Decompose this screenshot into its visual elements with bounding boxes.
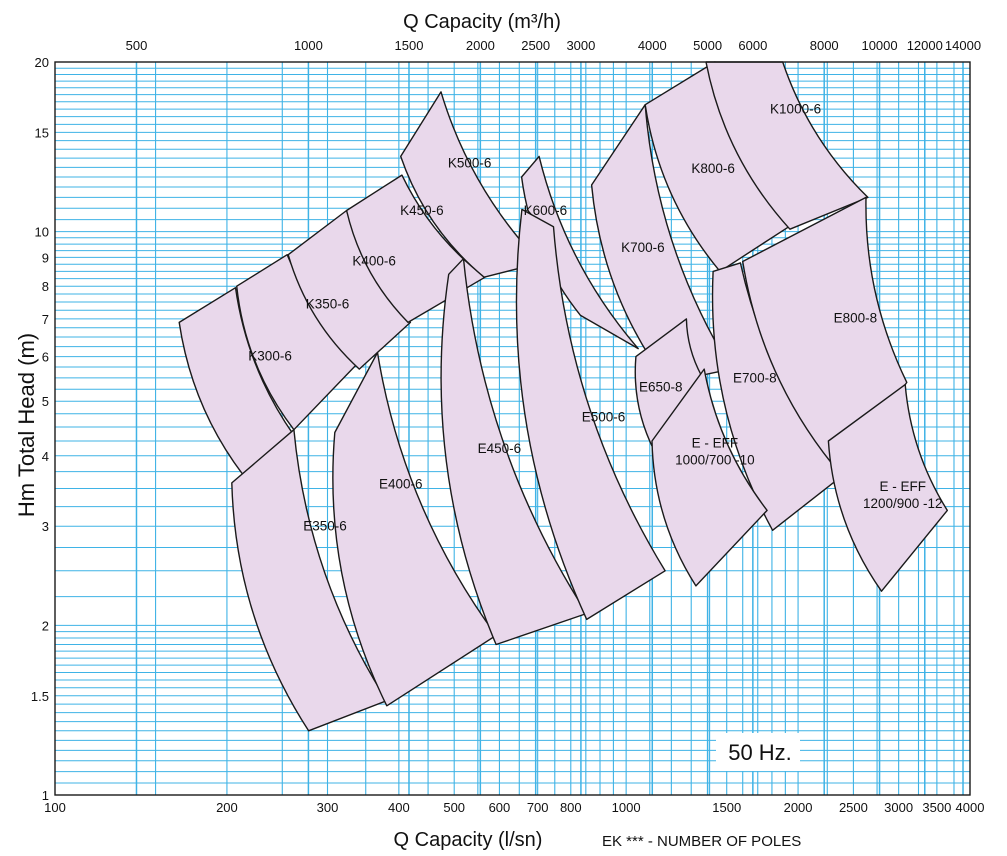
x-tick-bottom: 2500 [839, 800, 868, 815]
region-label: E - EFF 1200/900 -12 [863, 479, 943, 511]
y-tick: 4 [42, 449, 49, 464]
region-e-eff-1000-700-10 [651, 368, 768, 587]
region-label: K700-6 [621, 240, 665, 255]
x-tick-top: 3000 [566, 38, 595, 53]
bottom-axis-title: Q Capacity (l/sn) [394, 829, 543, 851]
pump-regions [178, 61, 948, 732]
region-label: K300-6 [248, 349, 292, 364]
x-tick-bottom: 300 [317, 800, 339, 815]
x-tick-bottom: 400 [388, 800, 410, 815]
region-label: E650-8 [639, 380, 683, 395]
top-axis-title: Q Capacity (m³/h) [403, 11, 561, 33]
y-tick: 2 [42, 618, 49, 633]
y-tick: 5 [42, 394, 49, 409]
x-tick-top: 8000 [810, 38, 839, 53]
y-tick: 8 [42, 279, 49, 294]
poles-note: EK *** - NUMBER OF POLES [602, 833, 801, 850]
y-tick: 15 [35, 125, 49, 140]
region-e650-8 [634, 318, 703, 451]
region-label: E400-6 [379, 476, 423, 491]
region-e500-6 [515, 208, 666, 621]
region-label: E450-6 [478, 441, 522, 456]
x-tick-bottom: 500 [443, 800, 465, 815]
x-tick-top: 2500 [521, 38, 550, 53]
x-tick-bottom: 200 [216, 800, 238, 815]
region-label: E800-8 [834, 310, 878, 325]
frequency-box [716, 733, 800, 771]
region-label: K800-6 [691, 161, 735, 176]
y-tick: 6 [42, 350, 49, 365]
x-tick-bottom: 2000 [784, 800, 813, 815]
y-tick: 9 [42, 250, 49, 265]
region-k300-6 [178, 287, 295, 488]
plot-frame [54, 61, 971, 796]
x-tick-bottom: 800 [560, 800, 582, 815]
y-tick: 10 [35, 225, 49, 240]
region-e400-6 [332, 351, 497, 707]
region-label: K600-6 [524, 203, 568, 218]
x-tick-top: 1000 [294, 38, 323, 53]
x-tick-top: 4000 [638, 38, 667, 53]
region-k500-6 [400, 91, 542, 278]
y-tick: 3 [42, 519, 49, 534]
region-label: E500-6 [582, 410, 626, 425]
y-tick: 1.5 [31, 689, 49, 704]
x-tick-top: 14000 [945, 38, 981, 53]
region-label: K400-6 [352, 254, 396, 269]
x-tick-top: 10000 [861, 38, 897, 53]
pump-labels: K300-6 K350-6 K400-6 K450-6 K500-6 K600-6 K700… [248, 102, 942, 534]
x-tick-bottom: 600 [489, 800, 511, 815]
x-tick-bottom: 3000 [884, 800, 913, 815]
x-tick-bottom: 1500 [712, 800, 741, 815]
y-tick: 20 [35, 55, 49, 70]
y-axis-title: Hm Total Head (m) [14, 333, 39, 517]
region-e-eff-1200-900-12 [827, 383, 948, 592]
region-e450-6 [440, 258, 588, 646]
y-tick: 1 [42, 788, 49, 803]
x-tick-top: 12000 [907, 38, 943, 53]
frequency-label: 50 Hz. [728, 740, 792, 765]
region-label: E - EFF 1000/700 -10 [675, 436, 755, 468]
region-label: K500-6 [448, 155, 492, 170]
x-tick-bottom: 4000 [956, 800, 985, 815]
x-tick-top: 5000 [693, 38, 722, 53]
x-tick-top: 6000 [738, 38, 767, 53]
region-label: K350-6 [306, 297, 350, 312]
x-tick-top: 1500 [395, 38, 424, 53]
y-tick: 7 [42, 312, 49, 327]
region-e350-6 [231, 429, 388, 732]
region-label: E700-8 [733, 370, 777, 385]
x-tick-bottom: 3500 [922, 800, 951, 815]
x-tick-top: 2000 [466, 38, 495, 53]
x-tick-bottom: 700 [527, 800, 549, 815]
axis-ticks: 100 200 300 400 500 600 700 800 1000 1500 2000 2500… [31, 38, 985, 815]
x-tick-bottom: 100 [44, 800, 66, 815]
region-label: E350-6 [303, 518, 347, 533]
region-label: K450-6 [400, 203, 444, 218]
region-e800-8 [742, 196, 908, 476]
x-tick-bottom: 1000 [612, 800, 641, 815]
x-tick-top: 500 [126, 38, 148, 53]
region-label: K1000-6 [770, 102, 821, 117]
